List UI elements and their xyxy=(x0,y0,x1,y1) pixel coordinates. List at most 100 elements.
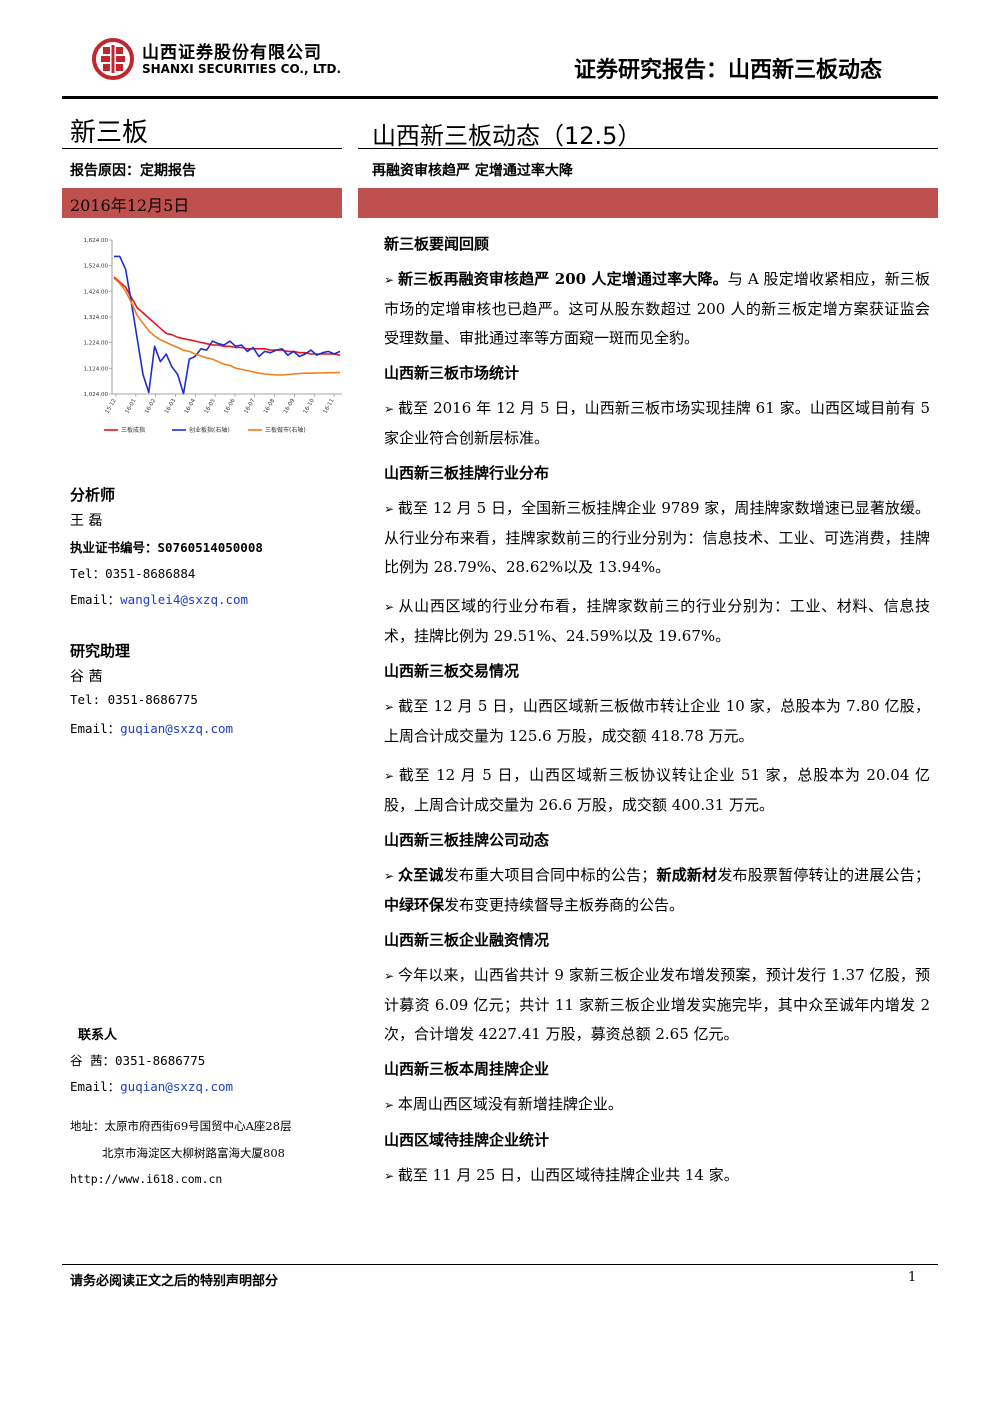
contact-email-link[interactable]: guqian@sxzq.com xyxy=(120,1079,234,1094)
contact-line: 谷 茜：0351-8686775 xyxy=(70,1053,206,1068)
report-reason: 报告原因：定期报告 xyxy=(70,163,196,179)
section-heading: 新三板要闻回顾 xyxy=(384,235,490,253)
bullet-arrow-icon: ➢ xyxy=(384,502,398,516)
legend-label: 三板做市(右轴) xyxy=(265,426,306,434)
series-line-2 xyxy=(114,255,341,395)
y-tick-label: 1,124.00 xyxy=(84,366,109,372)
x-tick-label: 16-08 xyxy=(263,398,276,415)
bullet-paragraph: ➢ 截至 2016 年 12 月 5 日，山西新三板市场实现挂牌 61 家。山西… xyxy=(384,394,930,453)
analyst-name: 王 磊 xyxy=(70,513,103,529)
section-heading: 山西新三板本周挂牌企业 xyxy=(384,1060,550,1078)
x-tick-label: 16-03 xyxy=(164,398,177,415)
header-divider xyxy=(62,96,938,99)
assistant-email-line: Email：guqian@sxzq.com xyxy=(70,718,233,737)
paragraph-text: 截至 11 月 25 日，山西区域待挂牌企业共 14 家。 xyxy=(397,1166,739,1184)
x-tick-label: 16-10 xyxy=(303,398,316,415)
y-tick-label: 1,224.00 xyxy=(84,341,109,347)
paragraph-text: 今年以来，山西省共计 9 家新三板企业发布增发预案，预计发行 1.37 亿股，预… xyxy=(384,966,930,1043)
bullet-paragraph: ➢ 从山西区域的行业分布看，挂牌家数前三的行业分别为：工业、材料、信息技术，挂牌… xyxy=(384,592,930,651)
section-heading: 山西新三板挂牌公司动态 xyxy=(384,831,550,849)
company-name: 众至诚 xyxy=(398,866,444,884)
bullet-arrow-icon: ➢ xyxy=(384,1098,398,1112)
bullet-paragraph: ➢ 新三板再融资审核趋严 200 人定增通过率大降。与 A 股定增收紧相应，新三… xyxy=(384,265,930,353)
analyst-email-link[interactable]: wanglei4@sxzq.com xyxy=(120,592,249,607)
assistant-tel: Tel: 0351-8686775 xyxy=(70,692,198,707)
address-line-2: 北京市海淀区大柳树路富海大厦808 xyxy=(102,1146,285,1160)
company-name-cn: 山西证券股份有限公司 xyxy=(142,43,322,63)
legend-label: 三板成指 xyxy=(121,426,145,434)
right-divider xyxy=(358,148,938,149)
company-name: 新成新材 xyxy=(656,866,718,884)
company-name: 中绿环保 xyxy=(384,896,445,914)
x-tick-label: 16-02 xyxy=(144,398,157,415)
report-date: 2016年12月5日 xyxy=(70,196,190,215)
section-heading: 山西新三板交易情况 xyxy=(384,662,520,680)
report-title: 山西新三板动态（12.5） xyxy=(372,122,642,150)
x-tick-label: 15-12 xyxy=(105,398,118,415)
website-link[interactable]: http://www.i618.com.cn xyxy=(70,1172,223,1186)
bullet-arrow-icon: ➢ xyxy=(384,600,399,614)
company-logo xyxy=(92,38,134,80)
index-chart: 1,024.00 1,124.00 1,224.00 1,324.00 1,424.00… xyxy=(64,228,346,444)
section-heading: 山西区域待挂牌企业统计 xyxy=(384,1131,550,1149)
bullet-arrow-icon: ➢ xyxy=(384,402,398,416)
paragraph-text: 本周山西区域没有新增挂牌企业。 xyxy=(397,1095,623,1113)
disclaimer-notice: 请务必阅读正文之后的特别声明部分 xyxy=(70,1274,279,1289)
page-number: 1 xyxy=(908,1270,917,1285)
left-divider xyxy=(62,148,342,149)
paragraph-text: 截至 12 月 5 日，山西区域新三板做市转让企业 10 家，总股本为 7.80… xyxy=(384,697,930,745)
bullet-arrow-icon: ➢ xyxy=(384,700,399,714)
title-banner xyxy=(358,188,938,218)
bullet-arrow-icon: ➢ xyxy=(384,969,399,983)
license-line: 执业证书编号：S0760514050008 xyxy=(70,537,263,556)
company-name-en: SHANXI SECURITIES CO., LTD. xyxy=(142,62,342,76)
y-tick-label: 1,424.00 xyxy=(84,289,109,295)
analyst-email-label: Email： xyxy=(70,592,121,607)
section-heading: 山西新三板市场统计 xyxy=(384,364,520,382)
paragraph-text: 与 A 股定增收紧相应，新三板市场的定增审核也已趋严。这可从股东数超过 200 … xyxy=(384,270,930,347)
date-banner xyxy=(62,188,342,218)
report-subtitle: 再融资审核趋严 定增通过率大降 xyxy=(372,163,573,179)
contact-email-label: Email： xyxy=(70,1079,121,1094)
paragraph-text: 发布股票暂停转让的进展公告； xyxy=(717,866,930,884)
assistant-heading: 研究助理 xyxy=(70,642,131,660)
x-tick-label: 16-11 xyxy=(323,398,336,415)
paragraph-text: 从山西区域的行业分布看，挂牌家数前三的行业分别为：工业、材料、信息技术，挂牌比例… xyxy=(384,597,930,645)
paragraph-text: 截至 12 月 5 日，全国新三板挂牌企业 9789 家，周挂牌家数增速已显著放… xyxy=(384,499,930,576)
bullet-paragraph: ➢ 众至诚发布重大项目合同中标的公告；新成新材发布股票暂停转让的进展公告； 中绿环… xyxy=(384,861,930,920)
series-line-1 xyxy=(113,276,341,356)
bullet-paragraph: ➢ 今年以来，山西省共计 9 家新三板企业发布增发预案，预计发行 1.37 亿股… xyxy=(384,961,930,1049)
bullet-paragraph: ➢ 本周山西区域没有新增挂牌企业。 xyxy=(384,1090,930,1120)
x-tick-label: 16-01 xyxy=(124,398,137,415)
bullet-arrow-icon: ➢ xyxy=(384,1169,398,1183)
bullet-arrow-icon: ➢ xyxy=(384,869,399,883)
legend-label: 创业板指(右轴) xyxy=(189,426,230,434)
y-tick-label: 1,524.00 xyxy=(84,264,109,270)
analyst-email-line: Email：wanglei4@sxzq.com xyxy=(70,589,248,608)
report-type-title: 证券研究报告：山西新三板动态 xyxy=(573,58,882,83)
index-chart-svg: 1,024.00 1,124.00 1,224.00 1,324.00 1,424.00… xyxy=(84,238,342,434)
bullet-paragraph: ➢ 截至 11 月 25 日，山西区域待挂牌企业共 14 家。 xyxy=(384,1161,930,1191)
report-body: 新三板要闻回顾 ➢ 新三板再融资审核趋严 200 人定增通过率大降。与 A 股定增… xyxy=(384,230,930,1197)
address-line-1: 地址：太原市府西街69号国贸中心A座28层 xyxy=(70,1119,292,1133)
category-title: 新三板 xyxy=(70,118,149,148)
contact-heading: 联系人 xyxy=(78,1028,118,1043)
paragraph-text: 发布变更持续督导主板券商的公告。 xyxy=(444,896,685,914)
x-tick-label: 16-04 xyxy=(184,398,197,415)
bullet-arrow-icon: ➢ xyxy=(384,273,399,287)
series-line-3 xyxy=(113,277,341,376)
paragraph-text: 截至 12 月 5 日，山西区域新三板协议转让企业 51 家，总股本为 20.0… xyxy=(384,766,930,814)
paragraph-text: 截至 2016 年 12 月 5 日，山西新三板市场实现挂牌 61 家。山西区域… xyxy=(384,399,930,447)
license-number: S0760514050008 xyxy=(157,540,263,555)
section-heading: 山西新三板企业融资情况 xyxy=(384,931,550,949)
x-tick-label: 16-09 xyxy=(283,398,296,415)
bullet-paragraph: ➢ 截至 12 月 5 日，全国新三板挂牌企业 9789 家，周挂牌家数增速已显… xyxy=(384,494,930,582)
assistant-email-label: Email： xyxy=(70,721,121,736)
assistant-email-link[interactable]: guqian@sxzq.com xyxy=(120,721,234,736)
y-tick-label: 1,624.00 xyxy=(84,238,109,244)
bullet-paragraph: ➢ 截至 12 月 5 日，山西区域新三板协议转让企业 51 家，总股本为 20… xyxy=(384,761,930,820)
analyst-tel: Tel：0351-8686884 xyxy=(70,566,196,581)
contact-email-line: Email：guqian@sxzq.com xyxy=(70,1076,233,1095)
x-tick-label: 16-06 xyxy=(223,398,236,415)
x-tick-label: 16-07 xyxy=(243,398,256,415)
